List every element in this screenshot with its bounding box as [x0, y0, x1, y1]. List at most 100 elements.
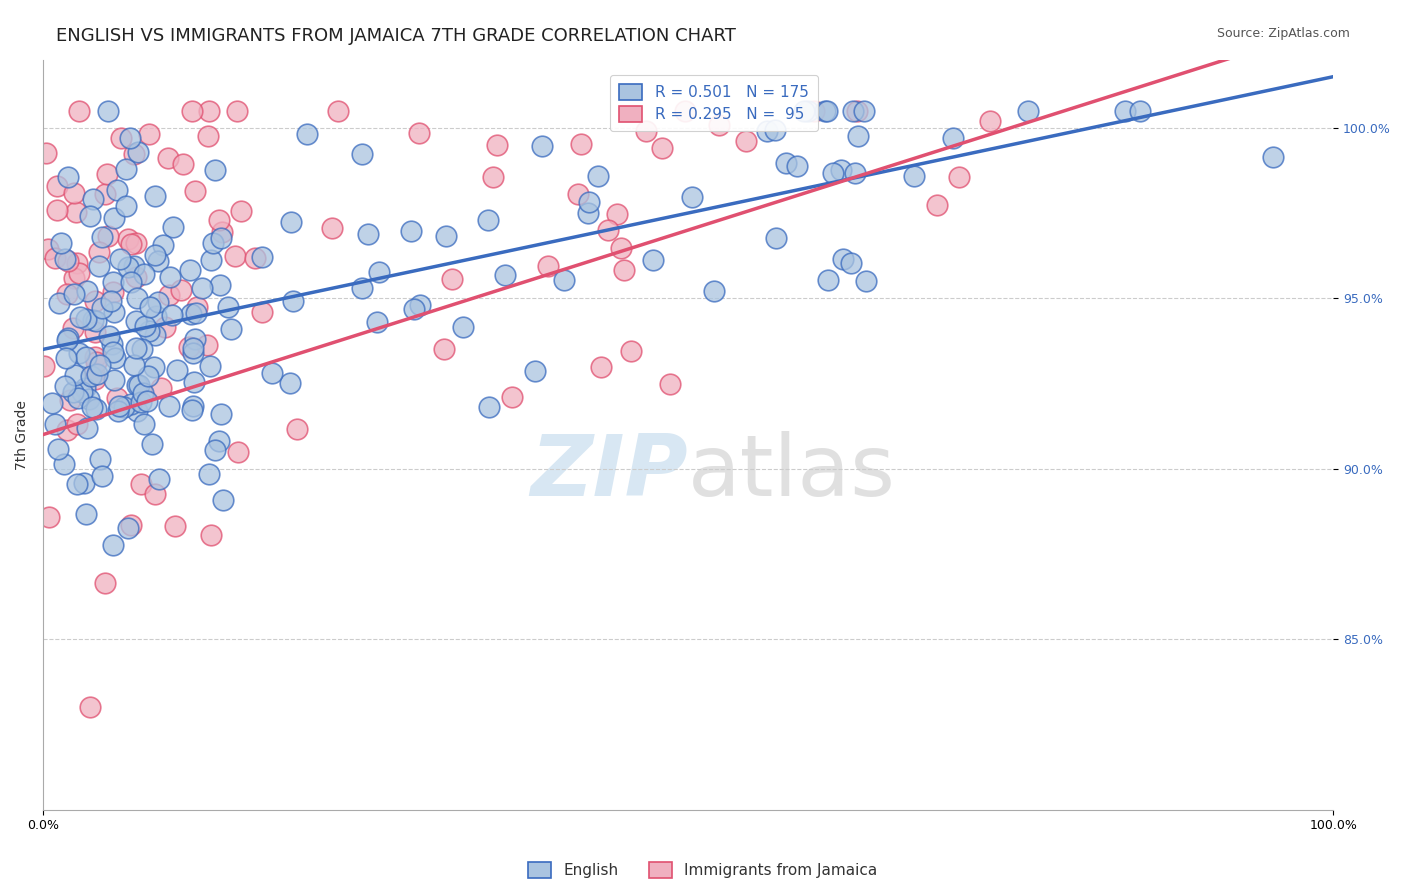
Point — [117, 232, 139, 246]
Point — [44, 251, 66, 265]
Point — [66, 417, 89, 431]
Point — [114, 162, 136, 177]
Point — [120, 397, 142, 411]
Point — [166, 363, 188, 377]
Point — [132, 386, 155, 401]
Point — [181, 341, 204, 355]
Point — [481, 169, 503, 184]
Point — [56, 330, 79, 344]
Point — [673, 103, 696, 118]
Point — [148, 254, 170, 268]
Point — [66, 256, 89, 270]
Point — [409, 298, 432, 312]
Point — [84, 326, 107, 340]
Point — [52, 457, 75, 471]
Point — [77, 392, 100, 407]
Point — [201, 235, 224, 250]
Point — [229, 203, 252, 218]
Point — [651, 141, 673, 155]
Point — [399, 224, 422, 238]
Point — [75, 311, 97, 326]
Point — [478, 400, 501, 414]
Point — [198, 103, 221, 118]
Point — [98, 329, 121, 343]
Point — [117, 521, 139, 535]
Point — [83, 350, 105, 364]
Point — [942, 131, 965, 145]
Point — [979, 114, 1001, 128]
Point — [97, 103, 120, 118]
Point — [105, 391, 128, 405]
Point — [262, 367, 284, 381]
Point — [226, 444, 249, 458]
Point — [83, 366, 105, 380]
Point — [120, 275, 142, 289]
Point — [125, 314, 148, 328]
Point — [181, 399, 204, 413]
Point — [735, 134, 758, 148]
Point — [118, 130, 141, 145]
Point — [73, 475, 96, 490]
Point — [63, 270, 86, 285]
Point — [83, 372, 105, 386]
Point — [131, 342, 153, 356]
Point — [659, 376, 682, 391]
Point — [82, 192, 104, 206]
Point — [243, 251, 266, 265]
Point — [122, 146, 145, 161]
Point — [55, 334, 77, 348]
Point — [569, 136, 592, 151]
Text: Source: ZipAtlas.com: Source: ZipAtlas.com — [1216, 27, 1350, 40]
Point — [63, 186, 86, 201]
Point — [786, 159, 808, 173]
Point — [321, 220, 343, 235]
Point — [66, 392, 89, 406]
Point — [134, 267, 156, 281]
Point — [143, 189, 166, 203]
Point — [817, 272, 839, 286]
Point — [217, 300, 239, 314]
Point — [159, 270, 181, 285]
Point — [209, 278, 232, 293]
Point — [703, 284, 725, 298]
Point — [224, 249, 246, 263]
Point — [89, 358, 111, 372]
Point — [37, 242, 59, 256]
Point — [775, 156, 797, 170]
Point — [612, 263, 634, 277]
Point — [155, 319, 177, 334]
Point — [641, 252, 664, 267]
Point — [198, 467, 221, 481]
Point — [148, 472, 170, 486]
Point — [107, 403, 129, 417]
Point — [793, 103, 815, 118]
Point — [72, 384, 94, 399]
Point — [596, 222, 619, 236]
Point — [576, 206, 599, 220]
Point — [183, 345, 205, 359]
Point — [62, 385, 84, 400]
Point — [408, 126, 430, 140]
Point — [366, 315, 388, 329]
Point — [63, 287, 86, 301]
Point — [91, 230, 114, 244]
Point — [62, 321, 84, 335]
Point — [91, 468, 114, 483]
Point — [145, 309, 167, 323]
Point — [948, 169, 970, 184]
Point — [606, 207, 628, 221]
Point — [553, 273, 575, 287]
Point — [145, 248, 167, 262]
Point — [831, 252, 853, 266]
Point — [350, 280, 373, 294]
Point — [66, 476, 89, 491]
Point — [211, 225, 233, 239]
Point — [297, 127, 319, 141]
Point — [122, 259, 145, 273]
Point — [122, 358, 145, 372]
Point — [79, 700, 101, 714]
Point — [138, 300, 160, 314]
Point — [404, 301, 426, 316]
Point — [65, 368, 87, 383]
Point — [143, 360, 166, 375]
